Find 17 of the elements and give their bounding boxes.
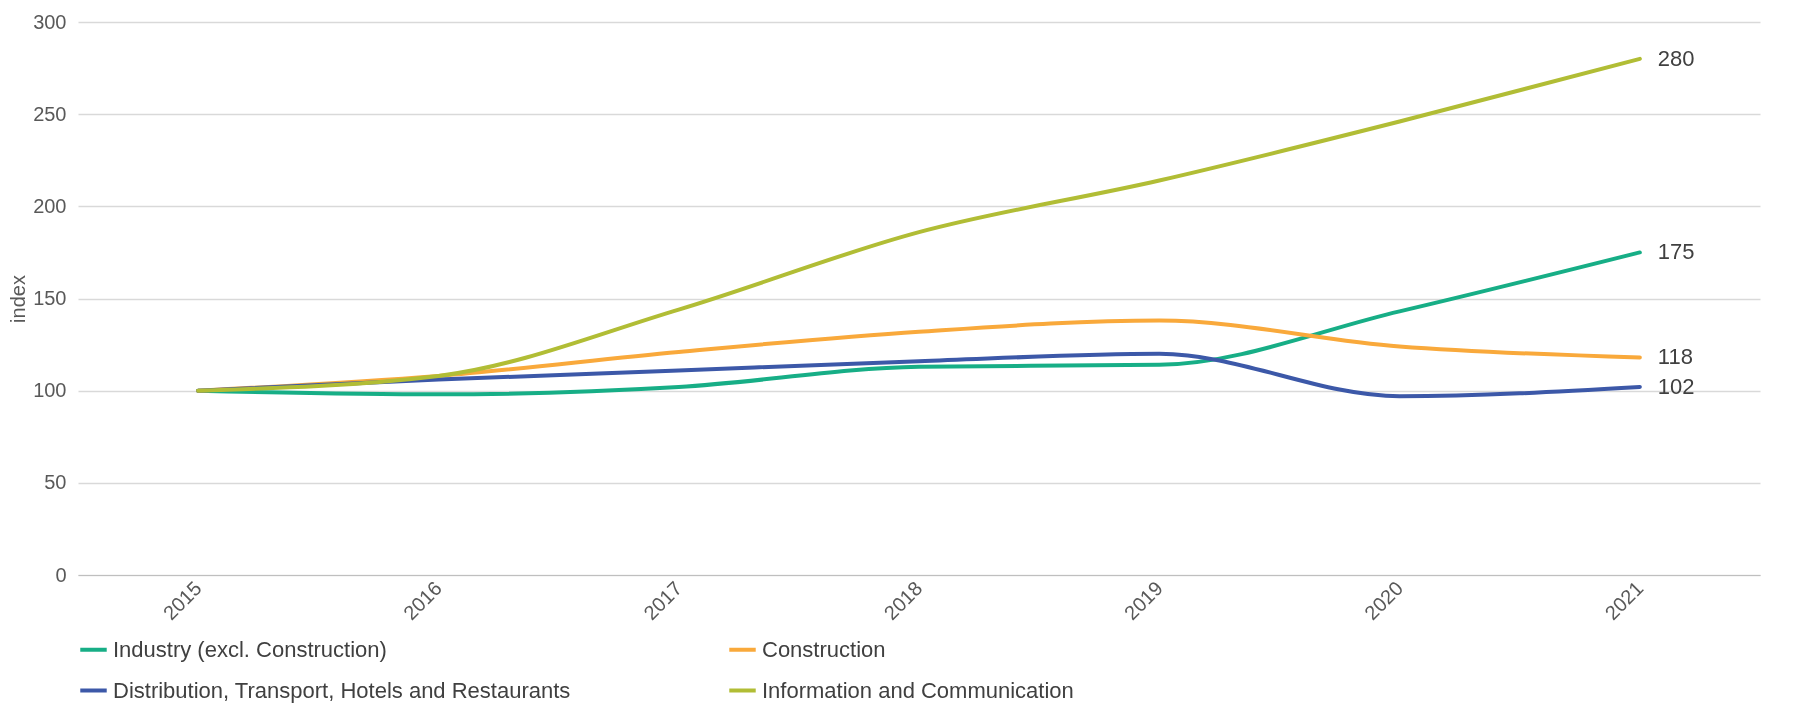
legend-label: Industry (excl. Construction)	[113, 636, 387, 662]
data-label: 280	[1657, 45, 1695, 71]
y-tick-label: 100	[33, 379, 67, 402]
y-tick-label: 300	[33, 10, 67, 33]
y-tick-label: 250	[33, 102, 67, 125]
y-tick-label: 0	[55, 563, 67, 586]
data-label: 118	[1657, 344, 1693, 370]
y-axis-title: index	[7, 275, 30, 323]
legend-label: Distribution, Transport, Hotels and Restaurants	[113, 677, 571, 703]
data-label: 102	[1657, 373, 1695, 399]
y-tick-label: 50	[44, 471, 67, 494]
y-tick-label: 200	[33, 194, 67, 217]
line-series	[196, 56, 1642, 393]
y-tick-label: 150	[33, 287, 67, 309]
legend-label: Information and Communication	[762, 677, 1074, 703]
legend-label: Construction	[762, 636, 886, 662]
data-label: 175	[1657, 239, 1695, 265]
